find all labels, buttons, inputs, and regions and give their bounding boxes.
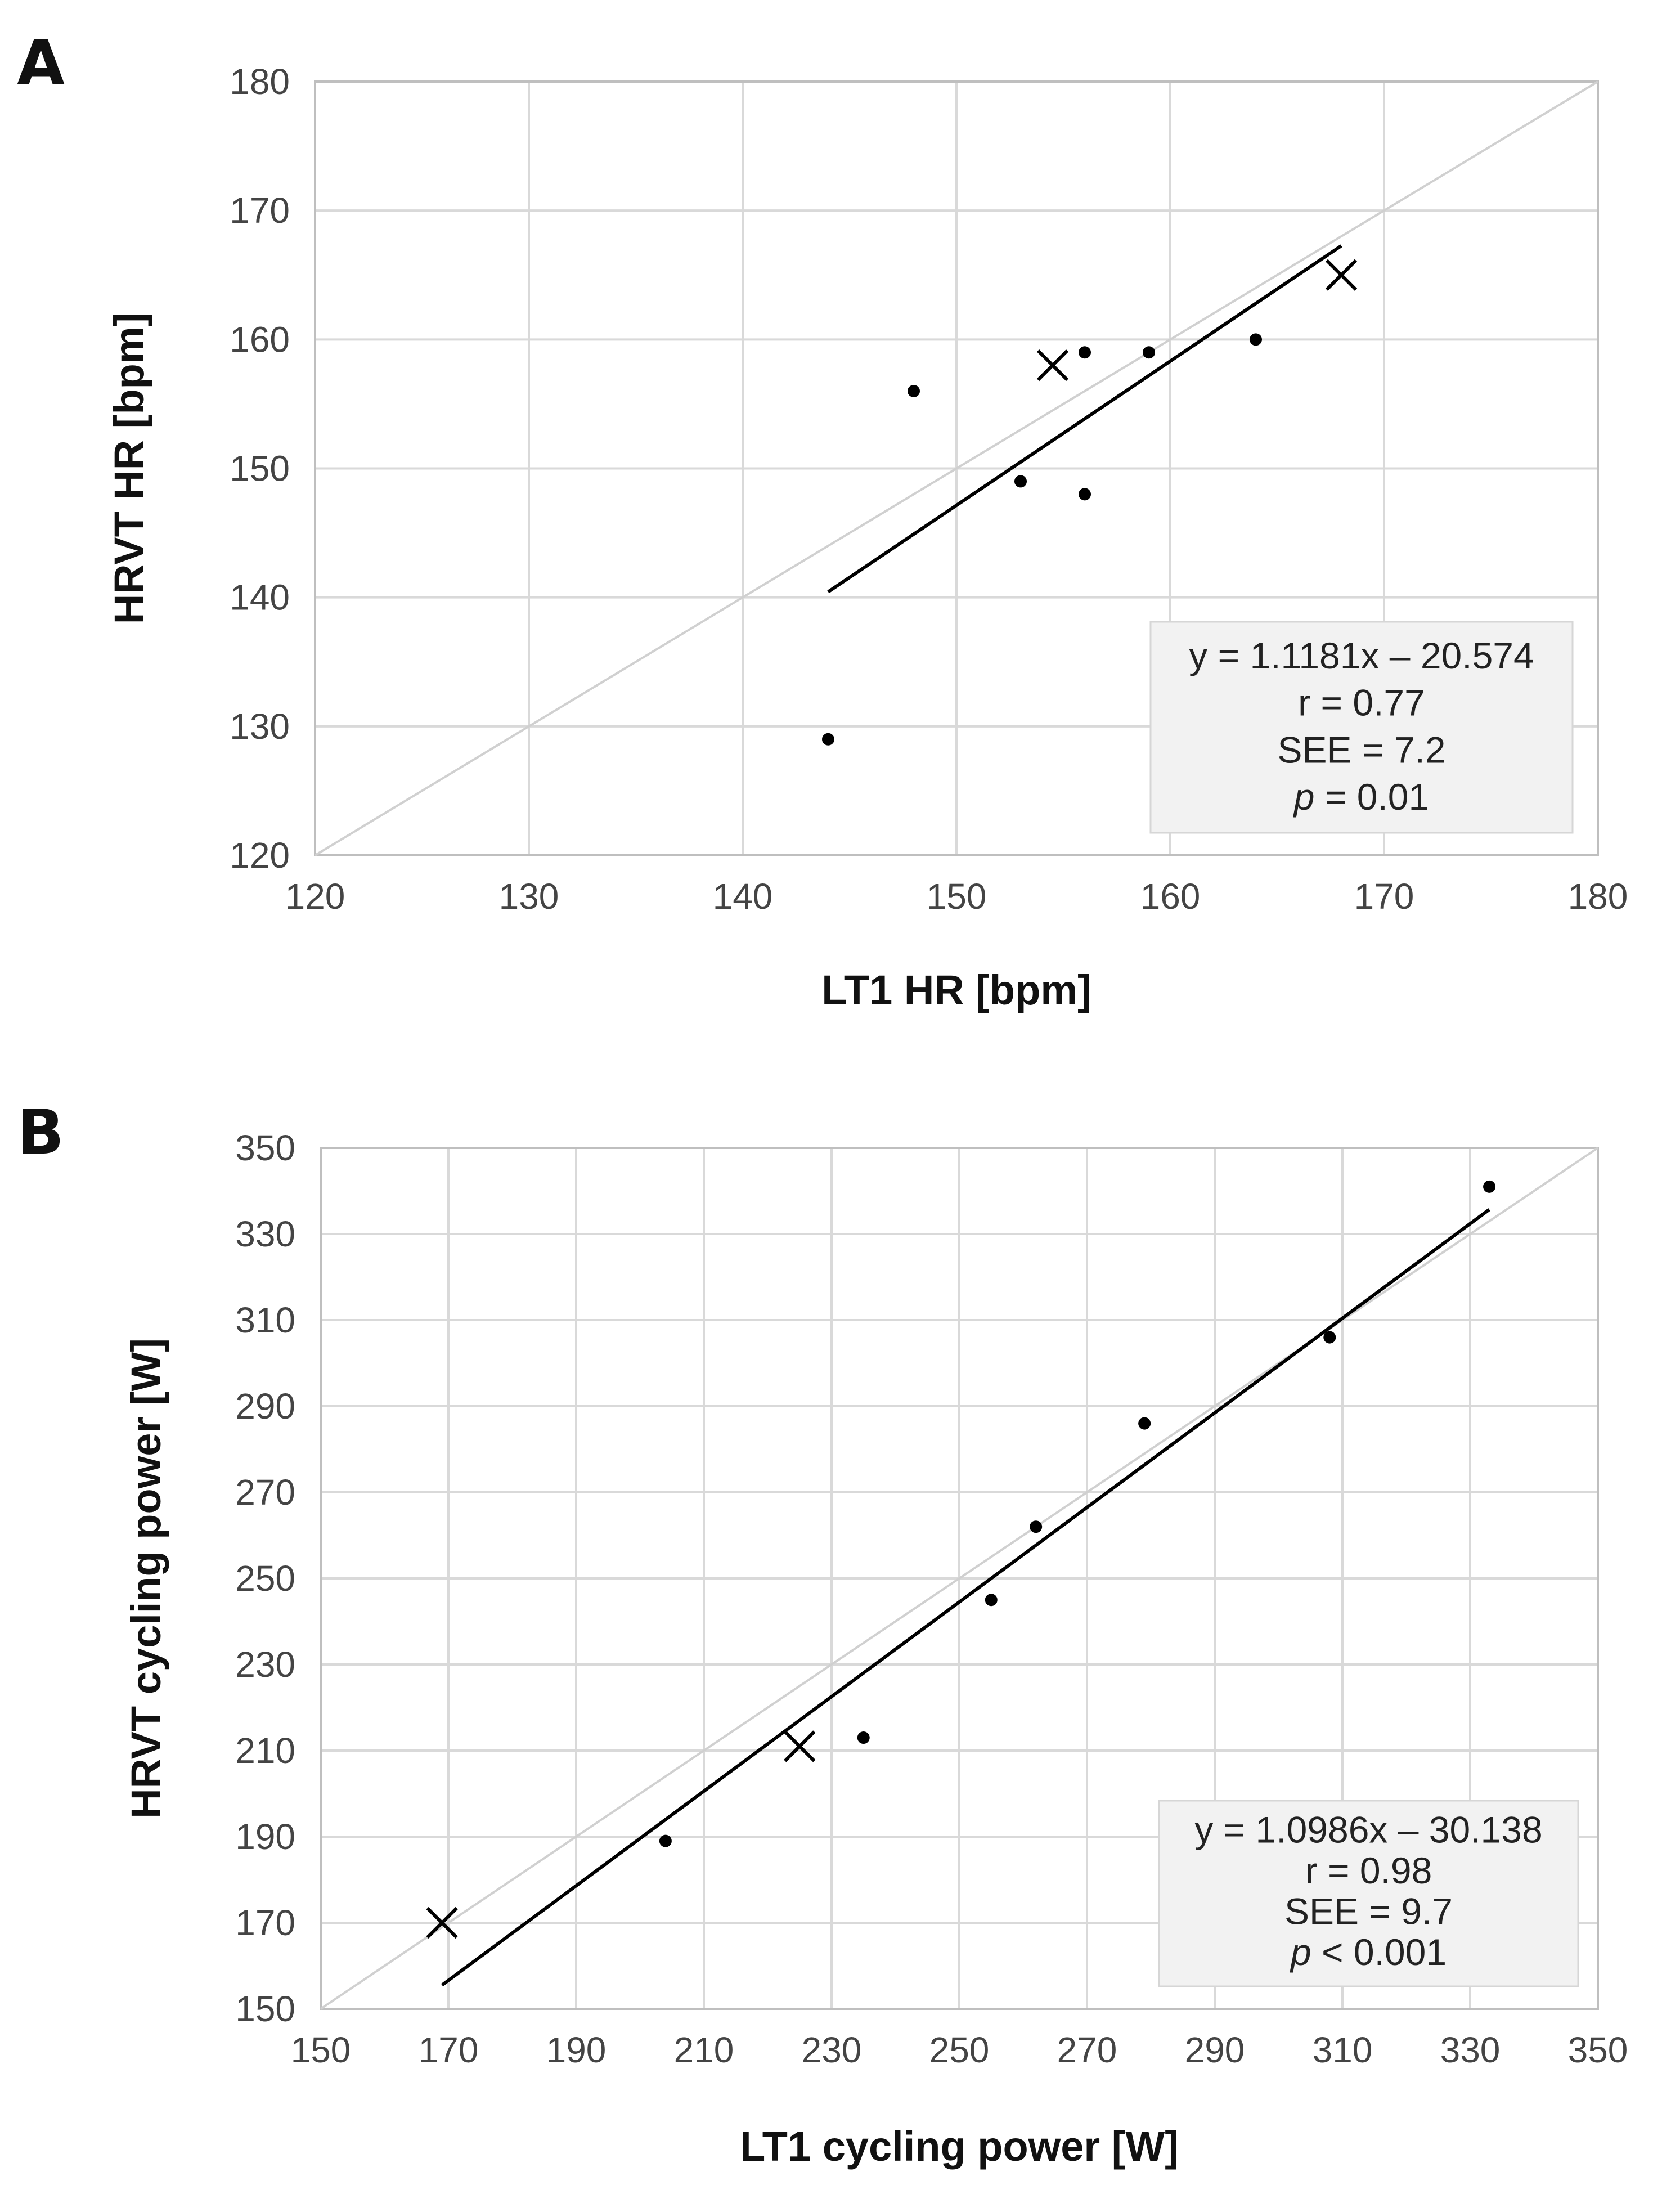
panel-a-x-tick-130: 130 (499, 876, 559, 917)
panel-b-data-point (857, 1731, 870, 1744)
panel-b-tick-labels: 150 170 190 210 230 250 270 290 310 330 350 150 170 1… (235, 1128, 1628, 2070)
panel-b-y-tick-170: 170 (235, 1903, 295, 1943)
panel-b-p-label: p (1290, 1931, 1311, 1973)
panel-b-equation: y = 1.0986x – 30.138 (1194, 1809, 1542, 1850)
panel-b-y-tick-270: 270 (235, 1472, 295, 1513)
panel-b-data-point (659, 1834, 672, 1847)
panel-a-identity-line (314, 80, 1599, 856)
panel-a-tick-labels: 120 130 140 150 160 170 180 120 130 140 150 160 170 1… (230, 61, 1628, 917)
panel-b-x-axis-title: LT1 cycling power [W] (740, 2123, 1179, 2170)
panel-a-data-point (1079, 346, 1091, 359)
panel-b-x-tick-210: 210 (674, 2030, 734, 2070)
panel-a: A 120 130 140 150 160 170 180 120 130 140 150 160 17… (17, 27, 1628, 1013)
panel-b-data-points (426, 1180, 1496, 1939)
panel-b-y-tick-250: 250 (235, 1558, 295, 1599)
panel-b-x-tick-190: 190 (546, 2030, 607, 2070)
panel-a-data-point (1014, 475, 1027, 488)
panel-b-y-tick-310: 310 (235, 1300, 295, 1340)
panel-a-plot-frame (314, 80, 1599, 856)
panel-a-y-tick-180: 180 (230, 61, 290, 102)
panel-a-data-point (1143, 346, 1155, 359)
panel-b-y-axis-title: HRVT cycling power [W] (123, 1338, 169, 1819)
panel-b-x-tick-170: 170 (419, 2030, 479, 2070)
panel-a-p-number: = 0.01 (1315, 776, 1430, 818)
panel-a-cross-stroke (1036, 349, 1069, 382)
panel-a-x-tick-170: 170 (1354, 876, 1414, 917)
panel-a-stats-box-bg (1149, 621, 1574, 834)
panel-a-p-value: p = 0.01 (1293, 776, 1429, 818)
panel-a-see-value: SEE = 7.2 (1277, 729, 1445, 770)
panel-b-cross-stroke (784, 1730, 816, 1762)
panel-b-p-value: p < 0.001 (1290, 1931, 1447, 1973)
panel-b-x-tick-230: 230 (802, 2030, 862, 2070)
panel-b-y-tick-290: 290 (235, 1386, 295, 1426)
panel-b-y-tick-190: 190 (235, 1816, 295, 1857)
panel-letter-a: A (17, 27, 65, 99)
panel-b-stats-box: y = 1.0986x – 30.138 r = 0.98 SEE = 9.7 … (1158, 1800, 1579, 1987)
panel-a-y-tick-140: 140 (230, 577, 290, 618)
panel-b-identity-line (320, 1147, 1599, 2010)
panel-a-cross-marker (1325, 259, 1358, 291)
panel-b-x-tick-330: 330 (1440, 2030, 1501, 2070)
panel-b-x-tick-290: 290 (1185, 2030, 1245, 2070)
panel-b-cross-marker (426, 1906, 458, 1939)
panel-b-y-tick-350: 350 (235, 1128, 295, 1168)
panel-b-data-point (1138, 1417, 1151, 1430)
panel-a-equation: y = 1.1181x – 20.574 (1189, 635, 1534, 676)
panel-a-x-tick-160: 160 (1140, 876, 1201, 917)
panel-b-x-tick-150: 150 (291, 2030, 351, 2070)
panel-a-trendline (827, 244, 1342, 594)
panel-a-x-axis-title: LT1 HR [bpm] (821, 967, 1091, 1013)
panel-a-x-tick-180: 180 (1568, 876, 1628, 917)
panel-b-y-tick-150: 150 (235, 1989, 295, 2029)
panel-a-data-point (1250, 333, 1262, 346)
panel-a-y-tick-130: 130 (230, 706, 290, 747)
panel-b-data-point (1483, 1180, 1496, 1193)
panel-b-x-tick-310: 310 (1313, 2030, 1373, 2070)
panel-a-x-tick-150: 150 (927, 876, 987, 917)
panel-b-x-tick-250: 250 (929, 2030, 990, 2070)
panel-a-y-axis-title: HRVT HR [bpm] (106, 313, 152, 625)
panel-a-y-tick-170: 170 (230, 190, 290, 231)
panel-a-y-tick-120: 120 (230, 835, 290, 876)
panel-a-stats-box: y = 1.1181x – 20.574 r = 0.77 SEE = 7.2 … (1149, 621, 1574, 834)
panel-b: B 150 170 190 210 230 250 270 290 310 330 350 150 17… (17, 1096, 1628, 2170)
panel-a-x-tick-120: 120 (285, 876, 345, 917)
panel-a-x-tick-140: 140 (713, 876, 773, 917)
panel-b-see-value: SEE = 9.7 (1284, 1890, 1453, 1932)
panel-a-y-tick-150: 150 (230, 448, 290, 489)
panel-b-y-tick-210: 210 (235, 1730, 295, 1771)
panel-a-data-point (822, 733, 834, 746)
panel-a-data-point (908, 385, 920, 397)
panel-b-x-tick-270: 270 (1057, 2030, 1117, 2070)
panel-a-data-points (822, 259, 1358, 746)
panel-a-cross-stroke (1325, 259, 1358, 291)
panel-b-cross-marker (784, 1730, 816, 1762)
panel-b-r-value: r = 0.98 (1305, 1850, 1432, 1891)
panel-a-data-point (1079, 488, 1091, 501)
panel-a-cross-marker (1036, 349, 1069, 382)
panel-a-p-label: p (1293, 776, 1315, 818)
panel-b-x-tick-350: 350 (1568, 2030, 1628, 2070)
panel-b-stats-box-bg (1158, 1800, 1579, 1987)
panel-b-p-number: < 0.001 (1311, 1931, 1447, 1973)
panel-letter-b: B (17, 1096, 64, 1168)
panel-b-y-tick-330: 330 (235, 1214, 295, 1254)
panel-a-r-value: r = 0.77 (1298, 682, 1425, 724)
panel-b-plot-frame (320, 1147, 1599, 2010)
panel-a-y-tick-160: 160 (230, 319, 290, 360)
panel-b-data-point (985, 1594, 998, 1607)
panel-b-y-tick-230: 230 (235, 1644, 295, 1685)
panel-b-cross-stroke (426, 1906, 458, 1939)
panel-b-data-point (1323, 1331, 1336, 1344)
panel-b-data-point (1030, 1520, 1043, 1533)
panel-b-trendline (441, 1208, 1490, 1987)
